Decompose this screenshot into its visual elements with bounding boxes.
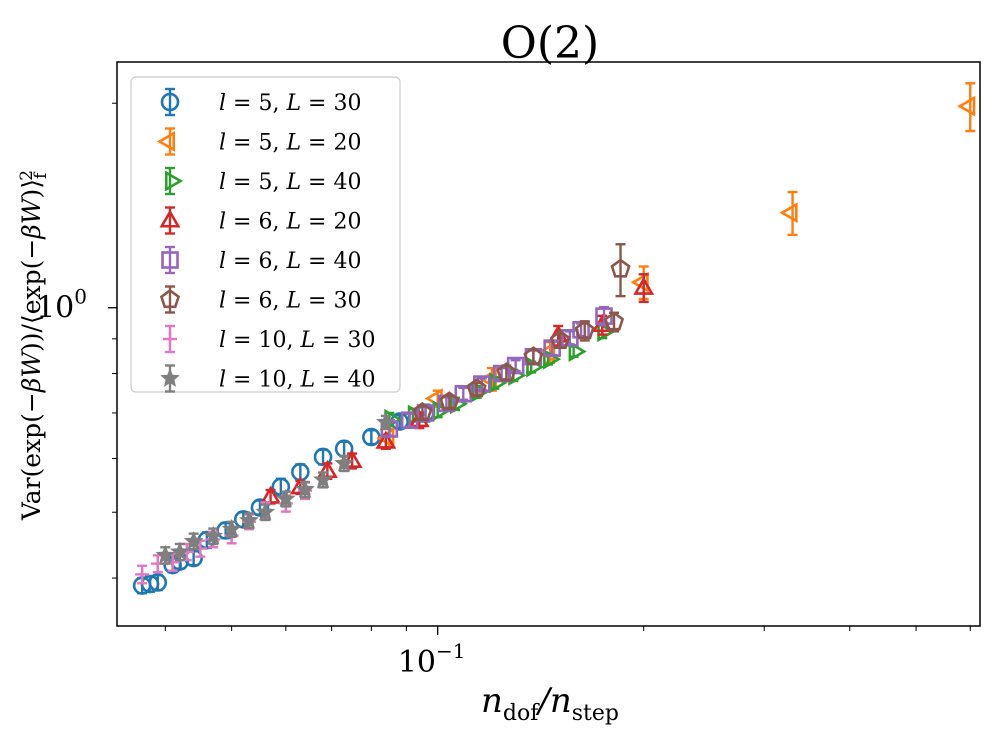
legend-marker	[159, 288, 181, 309]
legend-label: l = 5, L = 20	[219, 131, 361, 156]
data-point	[633, 276, 655, 295]
legend: l = 5, L = 30 l = 5, L = 20 l = 5, L = 40 l…	[130, 76, 401, 393]
data-point	[183, 531, 204, 550]
data-point	[239, 510, 259, 529]
legend-label: l = 6, L = 40	[219, 249, 361, 274]
data-point	[779, 202, 798, 224]
legend-marker	[163, 332, 177, 346]
axis-ticks: 10−1 100	[36, 102, 971, 680]
data-point	[165, 555, 180, 570]
x-axis-label: ndof/nstep	[481, 681, 619, 726]
data-point	[169, 541, 190, 561]
legend-entry-0: l = 5, L = 30	[160, 87, 361, 117]
data-point	[376, 412, 396, 431]
data-point	[610, 258, 631, 278]
error-bar	[188, 550, 199, 567]
data-point	[550, 329, 571, 350]
data-point	[313, 447, 333, 467]
data-marks	[132, 82, 976, 595]
x-tick-label: 10−1	[398, 639, 466, 680]
svg-text:Var(exp(−βW))/⟨exp(−βW)⟩f2: Var(exp(−βW))/⟨exp(−βW)⟩f2	[17, 170, 51, 521]
data-point	[957, 95, 976, 117]
data-point	[313, 469, 333, 489]
legend-entry-1: l = 5, L = 20	[156, 127, 361, 156]
data-point	[466, 378, 487, 398]
data-point	[496, 362, 517, 382]
legend-entry-4: l = 6, L = 40	[161, 245, 361, 275]
legend-marker	[160, 92, 180, 112]
data-point	[203, 525, 224, 545]
data-point	[250, 498, 270, 517]
legend-error-bar	[165, 127, 175, 156]
data-point	[603, 311, 625, 331]
error-bar	[787, 190, 798, 237]
data-point	[439, 391, 460, 411]
error-bar	[615, 243, 626, 298]
legend-marker	[159, 209, 181, 228]
legend-entry-6: l = 10, L = 30	[163, 324, 375, 354]
legend-entry-7: l = 10, L = 40	[160, 364, 375, 393]
error-bar	[458, 386, 469, 401]
data-point	[341, 449, 363, 468]
data-point	[276, 488, 296, 508]
legend-label: l = 5, L = 30	[219, 91, 361, 116]
data-point	[135, 567, 150, 582]
data-point	[412, 401, 433, 422]
data-point	[568, 341, 587, 363]
legend-label: l = 5, L = 40	[219, 170, 361, 195]
error-bar	[965, 82, 976, 133]
legend-entry-3: l = 6, L = 20	[159, 206, 361, 235]
legend-marker	[164, 170, 184, 192]
legend-marker	[160, 368, 180, 387]
data-point	[260, 485, 282, 504]
data-point	[375, 430, 397, 449]
legend-frame	[130, 76, 401, 393]
legend-label: l = 6, L = 20	[219, 210, 361, 235]
data-point	[523, 346, 544, 366]
series-7	[155, 412, 396, 565]
y-tick-label: 100	[36, 285, 87, 326]
legend-error-bar	[165, 166, 175, 196]
data-point	[155, 545, 176, 564]
legend-label: l = 6, L = 30	[219, 289, 361, 314]
legend-entry-2: l = 5, L = 40	[164, 166, 361, 196]
error-bar	[366, 429, 377, 446]
legend-marker	[156, 131, 176, 152]
legend-marker	[161, 251, 179, 269]
series-5	[412, 243, 631, 422]
data-point	[221, 518, 242, 538]
chart-title: O(2)	[501, 18, 599, 69]
data-point	[148, 573, 168, 592]
legend-label: l = 10, L = 40	[219, 368, 375, 393]
series-1	[376, 82, 976, 449]
data-point	[255, 501, 276, 521]
legend-entry-5: l = 6, L = 30	[159, 285, 361, 314]
data-point	[295, 479, 315, 498]
data-point	[334, 453, 354, 472]
svg-text:ndof/nstep: ndof/nstep	[481, 681, 619, 726]
data-point	[574, 320, 595, 340]
y-axis-label: Var(exp(−βW))/⟨exp(−βW)⟩f2	[17, 170, 51, 521]
legend-label: l = 10, L = 30	[219, 328, 375, 353]
plot-area	[116, 61, 981, 627]
